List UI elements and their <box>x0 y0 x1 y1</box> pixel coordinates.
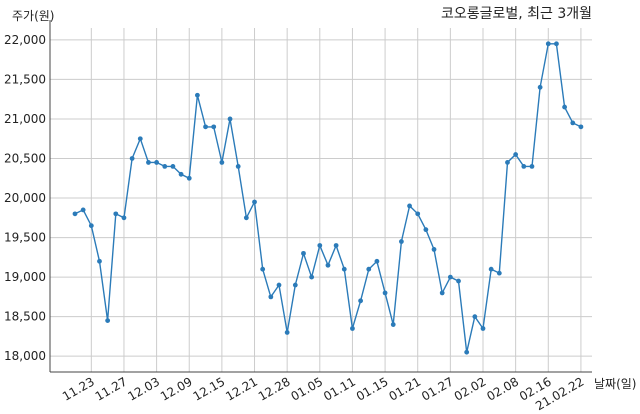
data-point <box>480 326 486 331</box>
data-point <box>374 258 380 264</box>
data-point <box>178 171 184 177</box>
x-tick-label: 02.08 <box>484 374 521 403</box>
x-tick-label: 01.11 <box>321 374 358 403</box>
data-point <box>268 294 274 300</box>
data-point <box>505 160 510 165</box>
data-point <box>496 270 502 276</box>
data-point <box>366 266 372 272</box>
data-point <box>350 326 355 331</box>
data-point <box>88 223 94 229</box>
data-point <box>325 262 331 268</box>
data-point <box>317 243 323 248</box>
x-tick-label: 11.23 <box>60 374 97 403</box>
data-point <box>390 322 396 327</box>
x-tick-label: 12.15 <box>191 374 228 403</box>
data-point <box>407 203 412 209</box>
data-point <box>186 175 192 181</box>
y-tick-label: 22,000 <box>4 33 46 47</box>
data-point <box>488 266 494 272</box>
y-axis-label: 주가(원) <box>12 9 54 23</box>
chart-title: 코오롱글로벌, 최근 3개월 <box>441 6 592 22</box>
x-tick-label: 01.15 <box>354 374 391 403</box>
data-point <box>309 274 315 280</box>
data-point <box>235 163 241 169</box>
data-point <box>80 207 86 213</box>
data-point <box>341 266 347 272</box>
data-point <box>472 314 478 320</box>
data-point <box>333 243 339 248</box>
y-tick-label: 18,500 <box>4 310 46 324</box>
y-tick-label: 18,000 <box>4 349 46 363</box>
x-tick-label: 12.28 <box>256 374 293 403</box>
x-tick-label: 01.21 <box>386 374 423 403</box>
data-point <box>211 124 217 130</box>
data-point <box>146 160 151 165</box>
data-point <box>219 160 225 165</box>
data-point <box>162 163 168 169</box>
data-point <box>562 104 567 110</box>
y-tick-label: 20,000 <box>4 191 46 205</box>
data-point <box>243 215 249 221</box>
data-point <box>170 163 176 169</box>
data-point <box>431 247 437 252</box>
data-point <box>415 211 421 217</box>
axes <box>49 20 592 373</box>
x-tick-label: 01.05 <box>289 374 326 403</box>
x-axis-label: 날짜(일) <box>594 377 636 391</box>
data-point <box>260 266 266 272</box>
data-point <box>252 199 257 205</box>
data-point <box>72 211 78 217</box>
data-point <box>513 152 519 157</box>
data-point <box>529 163 535 169</box>
data-point <box>121 215 127 221</box>
data-point <box>292 282 298 288</box>
x-tick-label: 01.27 <box>419 374 456 403</box>
data-point <box>113 211 119 217</box>
x-tick-label: 12.03 <box>125 374 162 403</box>
data-point <box>358 298 363 304</box>
x-tick-label: 12.21 <box>223 374 260 403</box>
y-tick-label: 20,500 <box>4 151 46 165</box>
data-point <box>137 136 143 142</box>
y-tick-label: 19,000 <box>4 270 46 284</box>
data-point <box>284 330 290 335</box>
data-point <box>105 318 111 323</box>
x-tick-label: 11.27 <box>93 374 130 403</box>
data-point <box>545 41 551 47</box>
x-tick-label: 12.09 <box>158 374 195 403</box>
data-point <box>154 160 160 165</box>
y-tick-label: 21,000 <box>4 112 46 126</box>
x-tick-label: 02.02 <box>452 374 489 403</box>
data-point <box>276 282 282 288</box>
data-point <box>195 92 200 98</box>
data-point <box>578 124 584 130</box>
price-series <box>72 41 584 355</box>
data-point <box>227 116 233 122</box>
data-point <box>301 250 306 256</box>
data-point <box>521 163 527 169</box>
data-point <box>423 227 429 233</box>
data-point <box>399 239 404 244</box>
data-point <box>570 120 576 126</box>
y-tick-label: 19,500 <box>4 231 46 245</box>
data-point <box>456 278 461 284</box>
data-point <box>554 41 559 47</box>
data-point <box>129 156 135 161</box>
data-point <box>203 124 208 130</box>
data-point <box>382 290 388 296</box>
data-point <box>439 290 445 296</box>
data-point <box>537 84 543 90</box>
data-point <box>97 258 102 264</box>
y-tick-label: 21,500 <box>4 72 46 86</box>
data-point <box>447 274 453 280</box>
data-point <box>464 349 470 355</box>
grid-lines <box>50 28 592 372</box>
